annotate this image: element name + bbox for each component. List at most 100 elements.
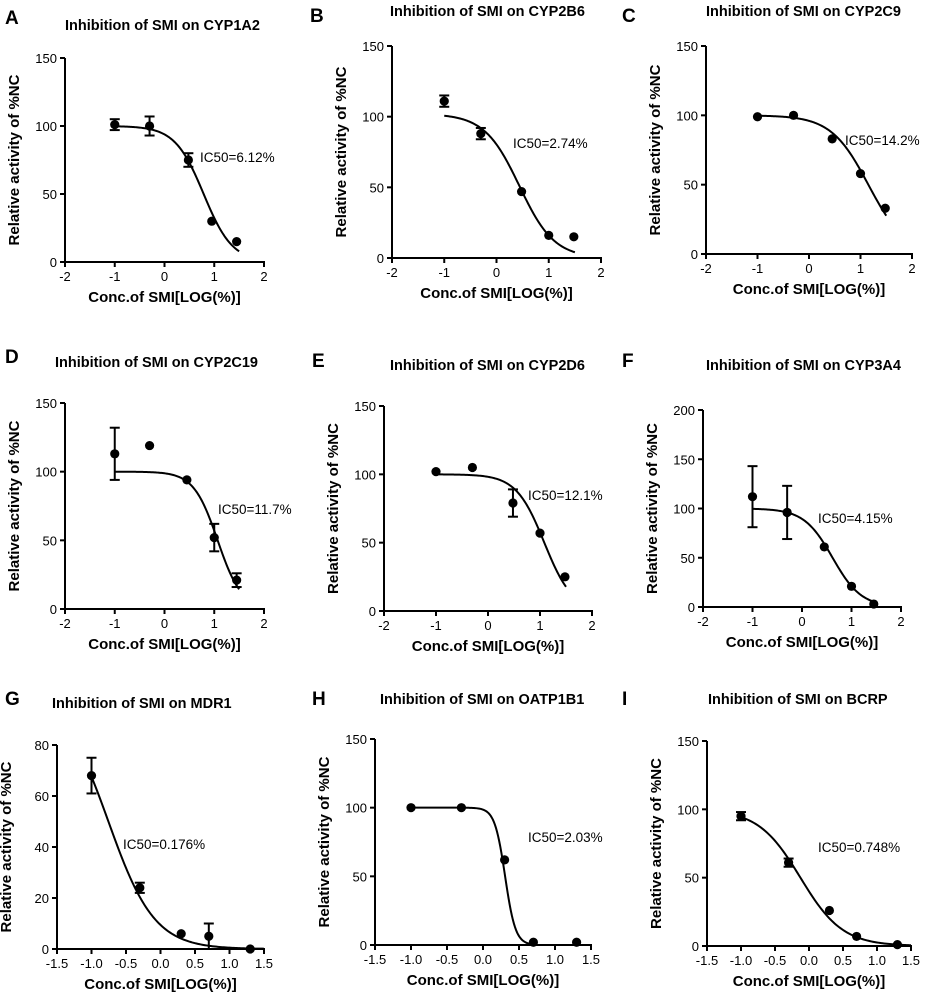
x-tick-label: -2 [378,618,390,633]
panel-label: D [5,347,19,368]
panel-label: H [312,689,326,710]
chart-title: Inhibition of SMI on CYP1A2 [65,18,260,34]
x-tick-label: -0.5 [115,956,137,971]
y-tick-label: 150 [677,734,699,749]
x-axis-label: Conc.of SMI[LOG(%)] [88,289,240,306]
y-axis-label: Relative activity of %NC [647,64,664,235]
y-tick-label: 0 [688,600,695,615]
x-axis-label: Conc.of SMI[LOG(%)] [733,281,885,298]
y-tick-label: 50 [362,536,376,551]
data-point [572,937,582,947]
y-tick-label: 150 [354,399,376,414]
x-tick-label: 0.5 [834,953,852,968]
y-tick-label: 60 [35,789,49,804]
x-tick-label: 0 [161,616,168,631]
x-tick-label: 1.0 [220,956,238,971]
ic50-annotation: IC50=2.03% [528,830,603,845]
chart-title: Inhibition of SMI on CYP2B6 [390,4,585,20]
x-tick-label: 2 [597,265,604,280]
ic50-annotation: IC50=12.1% [528,488,603,503]
data-point [819,542,829,552]
x-tick-label: 0 [484,618,491,633]
y-tick-label: 50 [353,869,367,884]
x-tick-label: -2 [59,616,71,631]
x-tick-label: -1 [109,269,121,284]
fit-curve [757,114,888,217]
x-axis-label: Conc.of SMI[LOG(%)] [420,285,572,302]
y-tick-label: 150 [362,39,384,54]
panel-g: G Inhibition of SMI on MDR1 -1.5 -1.0 -0.5 0.… [0,689,273,993]
y-tick-label: 100 [673,502,695,517]
data-point [467,462,477,473]
x-tick-label: 1.5 [902,953,920,968]
x-tick-label: -1 [109,616,121,631]
x-axis-label: Conc.of SMI[LOG(%)] [84,976,236,993]
y-tick-label: 150 [35,396,57,411]
data-point [406,803,416,813]
data-point [855,168,866,179]
y-tick-label: 0 [377,251,384,266]
y-tick-label: 150 [676,39,698,54]
y-tick-label: 100 [354,467,376,482]
y-tick-label: 100 [345,801,367,816]
y-tick-label: 0 [692,939,699,954]
data-point [747,492,758,502]
data-point [86,771,97,781]
y-tick-label: 50 [370,180,384,195]
data-point [476,129,486,139]
panel-h: H Inhibition of SMI on OATP1B1 -1.5 -1.0 -0.… [312,689,603,989]
data-point [183,155,193,165]
data-point [456,803,466,813]
y-tick-label: 50 [681,551,695,566]
y-axis-label: Relative activity of %NC [644,423,661,594]
x-tick-label: 0 [805,261,812,276]
x-tick-label: 0.5 [186,956,204,971]
x-tick-label: 2 [588,618,595,633]
y-axis-label: Relative activity of %NC [333,66,350,237]
x-tick-label: 2 [897,614,904,629]
x-tick-label: -1 [430,618,442,633]
data-point [544,230,554,240]
data-point [880,203,890,213]
x-tick-label: 1 [857,261,864,276]
y-tick-label: 200 [673,403,695,418]
data-point [207,216,217,226]
x-tick-label: 1 [536,618,543,633]
x-tick-label: 2 [908,261,915,276]
data-point [135,883,145,893]
x-tick-label: 0 [493,265,500,280]
ic50-annotation: IC50=4.15% [818,511,893,526]
data-point [788,110,799,120]
y-axis-label: Relative activity of %NC [648,758,665,929]
fit-curve [436,473,567,588]
data-point [110,120,120,130]
y-tick-label: 0 [42,942,49,957]
x-tick-label: 2 [260,269,267,284]
data-point [824,905,835,916]
x-axis-label: Conc.of SMI[LOG(%)] [88,636,240,653]
panel-label: E [312,351,325,372]
y-axis-label: Relative activity of %NC [0,761,15,932]
x-tick-label: 0.0 [474,952,492,967]
data-point [846,581,857,591]
x-tick-label: 1.0 [868,953,886,968]
ic50-annotation: IC50=14.2% [845,133,920,148]
data-point [204,931,214,941]
x-tick-label: -1.5 [696,953,718,968]
data-point [892,940,903,950]
data-point [508,498,518,508]
panel-f: F Inhibition of SMI on CYP3A4 -2 -1 0 1 2 0 50 10… [622,351,905,651]
x-tick-label: 0.5 [510,952,528,967]
x-tick-label: -1.0 [400,952,422,967]
data-point [500,855,510,865]
panel-b: B Inhibition of SMI on CYP2B6 -2 -1 0 1 2 0 50 10… [310,4,605,302]
x-tick-label: 0 [161,269,168,284]
fit-curve [411,806,538,946]
data-point [569,232,579,242]
y-axis-label: Relative activity of %NC [6,420,23,591]
data-point [439,96,449,106]
data-point [736,811,746,821]
chart-title: Inhibition of SMI on CYP2C9 [706,4,901,20]
data-point [110,449,120,459]
